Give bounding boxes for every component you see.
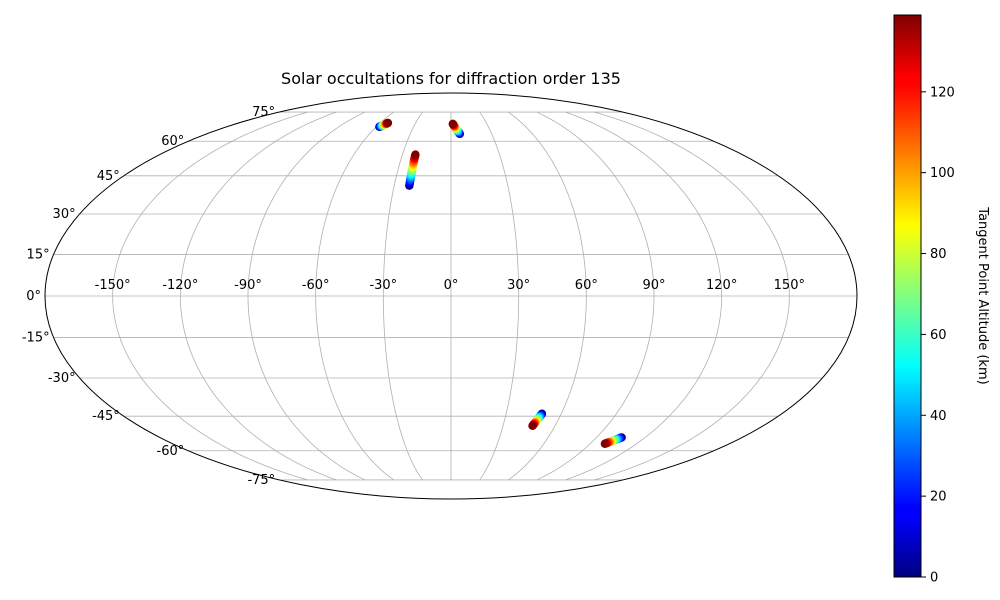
- occultation-track: [405, 150, 420, 190]
- colorbar-gradient: [893, 14, 922, 578]
- longitude-gridline: [112, 111, 308, 481]
- latitude-tick-labels: -75° -60° -45° -30° -15° 0° 15° 30° 45° 60° 75°: [22, 105, 275, 488]
- longitude-tick-label: 120°: [706, 278, 737, 293]
- colorbar-tick-label: 0: [930, 571, 938, 586]
- tangent-point: [448, 119, 457, 129]
- longitude-tick-label: 0°: [444, 278, 459, 293]
- map-outline: [44, 92, 858, 500]
- latitude-tick-label: -15°: [22, 331, 50, 346]
- latitude-tick-label: -75°: [247, 473, 275, 488]
- colorbar-tick-label: 20: [930, 490, 947, 505]
- longitude-gridline: [382, 111, 423, 481]
- latitude-tick-label: 30°: [53, 207, 76, 222]
- longitude-tick-label: -60°: [302, 278, 330, 293]
- longitude-gridline: [179, 111, 337, 481]
- occultation-track: [528, 409, 547, 431]
- longitude-gridline: [315, 111, 394, 481]
- graticule: [45, 111, 857, 481]
- latitude-tick-label: 0°: [26, 289, 41, 304]
- colorbar-label: Tangent Point Altitude (km): [975, 206, 990, 384]
- occultation-track: [375, 118, 393, 131]
- occultation-track: [600, 433, 626, 448]
- map-area: -150° -120° -90° -60° -30° 0° 30° 60° 90° 120° 150…: [22, 92, 858, 500]
- longitude-tick-label: 150°: [774, 278, 805, 293]
- longitude-tick-label: -120°: [162, 278, 198, 293]
- colorbar-tick-label: 120: [930, 85, 955, 100]
- latitude-tick-label: -60°: [157, 444, 185, 459]
- latitude-tick-label: 60°: [161, 134, 184, 149]
- colorbar-tick-label: 60: [930, 328, 947, 343]
- latitude-tick-label: -45°: [92, 409, 120, 424]
- latitude-tick-label: 45°: [97, 169, 120, 184]
- longitude-tick-labels: -150° -120° -90° -60° -30° 0° 30° 60° 90° 120° 150…: [95, 278, 805, 293]
- tangent-point: [528, 421, 537, 431]
- latitude-tick-label: 15°: [27, 247, 50, 262]
- colorbar: 0 20 40 60 80 100 120 Tangent Point Altitude (…: [893, 14, 990, 586]
- longitude-tick-label: -30°: [369, 278, 397, 293]
- tangent-point: [600, 439, 610, 448]
- tangent-point: [411, 150, 420, 159]
- longitude-gridline: [508, 111, 587, 481]
- colorbar-tick-label: 80: [930, 247, 947, 262]
- occultation-track: [448, 119, 465, 139]
- longitude-tick-label: -150°: [95, 278, 131, 293]
- longitude-tick-label: 60°: [575, 278, 598, 293]
- occultation-tracks: [375, 118, 626, 448]
- colorbar-ticks: 0 20 40 60 80 100 120: [921, 85, 955, 586]
- longitude-gridline: [247, 111, 366, 481]
- longitude-gridline: [479, 111, 520, 481]
- longitude-tick-label: 90°: [642, 278, 665, 293]
- chart-title: Solar occultations for diffraction order…: [281, 69, 621, 88]
- longitude-tick-label: 30°: [507, 278, 530, 293]
- colorbar-tick-label: 40: [930, 409, 947, 424]
- longitude-tick-label: -90°: [234, 278, 262, 293]
- latitude-tick-label: -30°: [48, 371, 76, 386]
- longitude-gridline: [565, 111, 723, 481]
- latitude-tick-label: 75°: [252, 105, 275, 120]
- colorbar-tick-label: 100: [930, 166, 955, 181]
- longitude-gridline: [536, 111, 655, 481]
- longitude-gridline: [594, 111, 790, 481]
- tangent-point: [383, 118, 393, 128]
